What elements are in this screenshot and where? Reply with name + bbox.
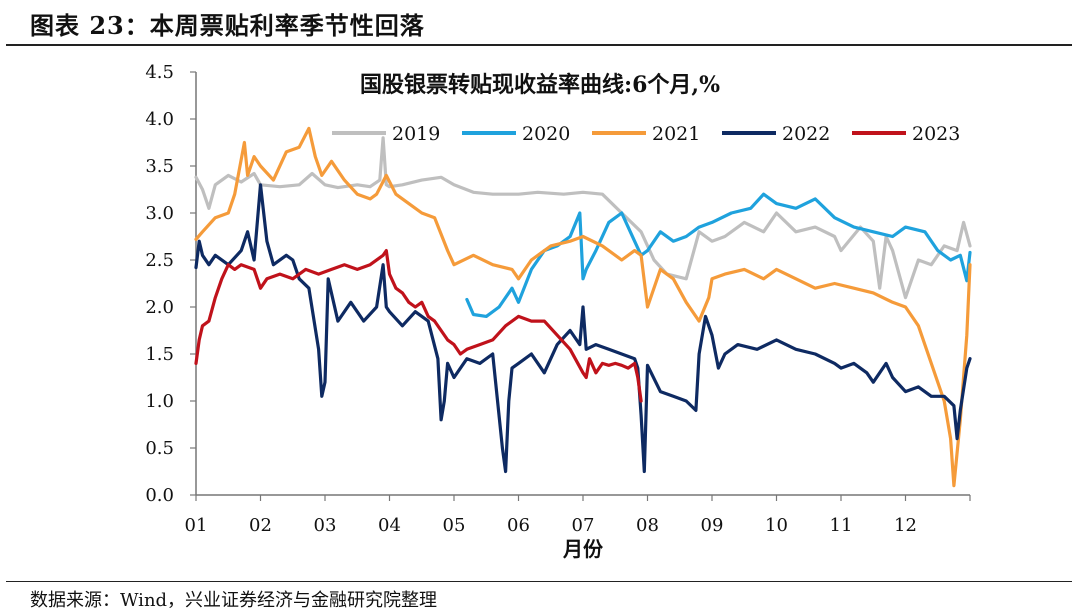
x-tick-label: 02 [249, 515, 272, 536]
series-line-2021 [194, 126, 972, 488]
y-tick-label: 3.5 [145, 156, 174, 177]
y-tick-label: 3.0 [145, 203, 174, 224]
source-note: 数据来源：Wind，兴业证券经济与金融研究院整理 [30, 590, 438, 611]
x-axis-label: 月份 [562, 537, 604, 561]
bottom-rule [6, 581, 1072, 582]
legend-label-2022: 2022 [782, 123, 830, 145]
chart-title: 国股银票转贴现收益率曲线:6个月,% [360, 72, 720, 98]
x-tick-label: 11 [830, 515, 853, 536]
x-tick-label: 09 [701, 515, 724, 536]
legend-label-2019: 2019 [392, 123, 440, 145]
y-tick-label: 1.5 [145, 344, 174, 365]
x-tick-label: 07 [572, 515, 595, 536]
series-line-2020 [465, 192, 972, 318]
y-tick-label: 2.5 [145, 250, 174, 271]
legend-label-2020: 2020 [522, 123, 570, 145]
x-tick-label: 10 [765, 515, 788, 536]
series-line-2022 [194, 183, 972, 474]
top-rule [6, 44, 1072, 46]
y-tick-label: 4.0 [145, 109, 174, 130]
x-tick-label: 01 [185, 515, 208, 536]
y-tick-label: 0.5 [145, 438, 174, 459]
legend-label-2021: 2021 [652, 123, 700, 145]
y-tick-label: 1.0 [145, 391, 174, 412]
y-tick-label: 0.0 [145, 485, 174, 506]
line-chart: 0.0 0.5 1.0 1.5 2.0 2.5 3.0 3.5 4.0 4.5 01 02 03 04 05… [145, 62, 972, 561]
legend-label-2023: 2023 [912, 123, 960, 145]
x-tick-label: 06 [507, 515, 530, 536]
y-tick-label: 4.5 [145, 62, 174, 83]
series-line-2019 [194, 136, 972, 300]
x-tick-label: 05 [443, 515, 466, 536]
x-tick-label: 04 [378, 515, 401, 536]
x-tick-label: 03 [314, 515, 337, 536]
x-tick-label: 12 [894, 515, 917, 536]
x-tick-label: 08 [636, 515, 659, 536]
figure-title: 图表 23：本周票贴利率季节性回落 [30, 11, 425, 40]
series-line-2023 [194, 249, 643, 403]
y-tick-label: 2.0 [145, 297, 174, 318]
